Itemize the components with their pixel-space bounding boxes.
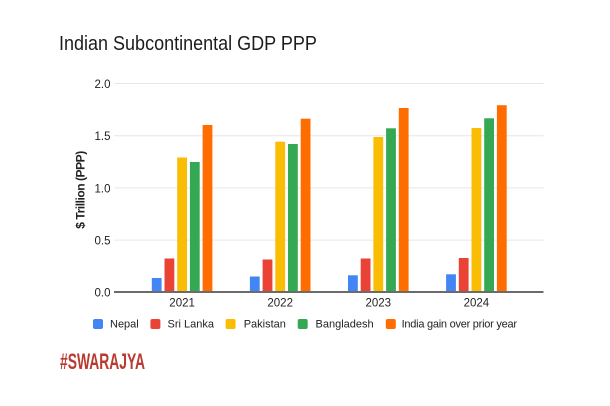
svg-text:1.0: 1.0 bbox=[95, 183, 111, 195]
svg-text:2024: 2024 bbox=[464, 297, 490, 309]
svg-text:Bangladesh: Bangladesh bbox=[316, 319, 374, 331]
svg-text:2022: 2022 bbox=[267, 297, 293, 309]
svg-text:$ Trillion (PPP): $ Trillion (PPP) bbox=[74, 151, 88, 229]
svg-text:2023: 2023 bbox=[366, 297, 392, 309]
svg-text:0.5: 0.5 bbox=[95, 236, 111, 248]
svg-text:India gain over prior year: India gain over prior year bbox=[402, 319, 518, 331]
svg-text:Sri Lanka: Sri Lanka bbox=[168, 319, 215, 331]
svg-text:2021: 2021 bbox=[169, 297, 195, 309]
svg-text:Pakistan: Pakistan bbox=[244, 319, 286, 331]
svg-text:2.0: 2.0 bbox=[95, 79, 111, 91]
svg-text:1.5: 1.5 bbox=[95, 131, 111, 143]
svg-text:0.0: 0.0 bbox=[95, 288, 111, 300]
svg-text:Nepal: Nepal bbox=[110, 319, 139, 331]
